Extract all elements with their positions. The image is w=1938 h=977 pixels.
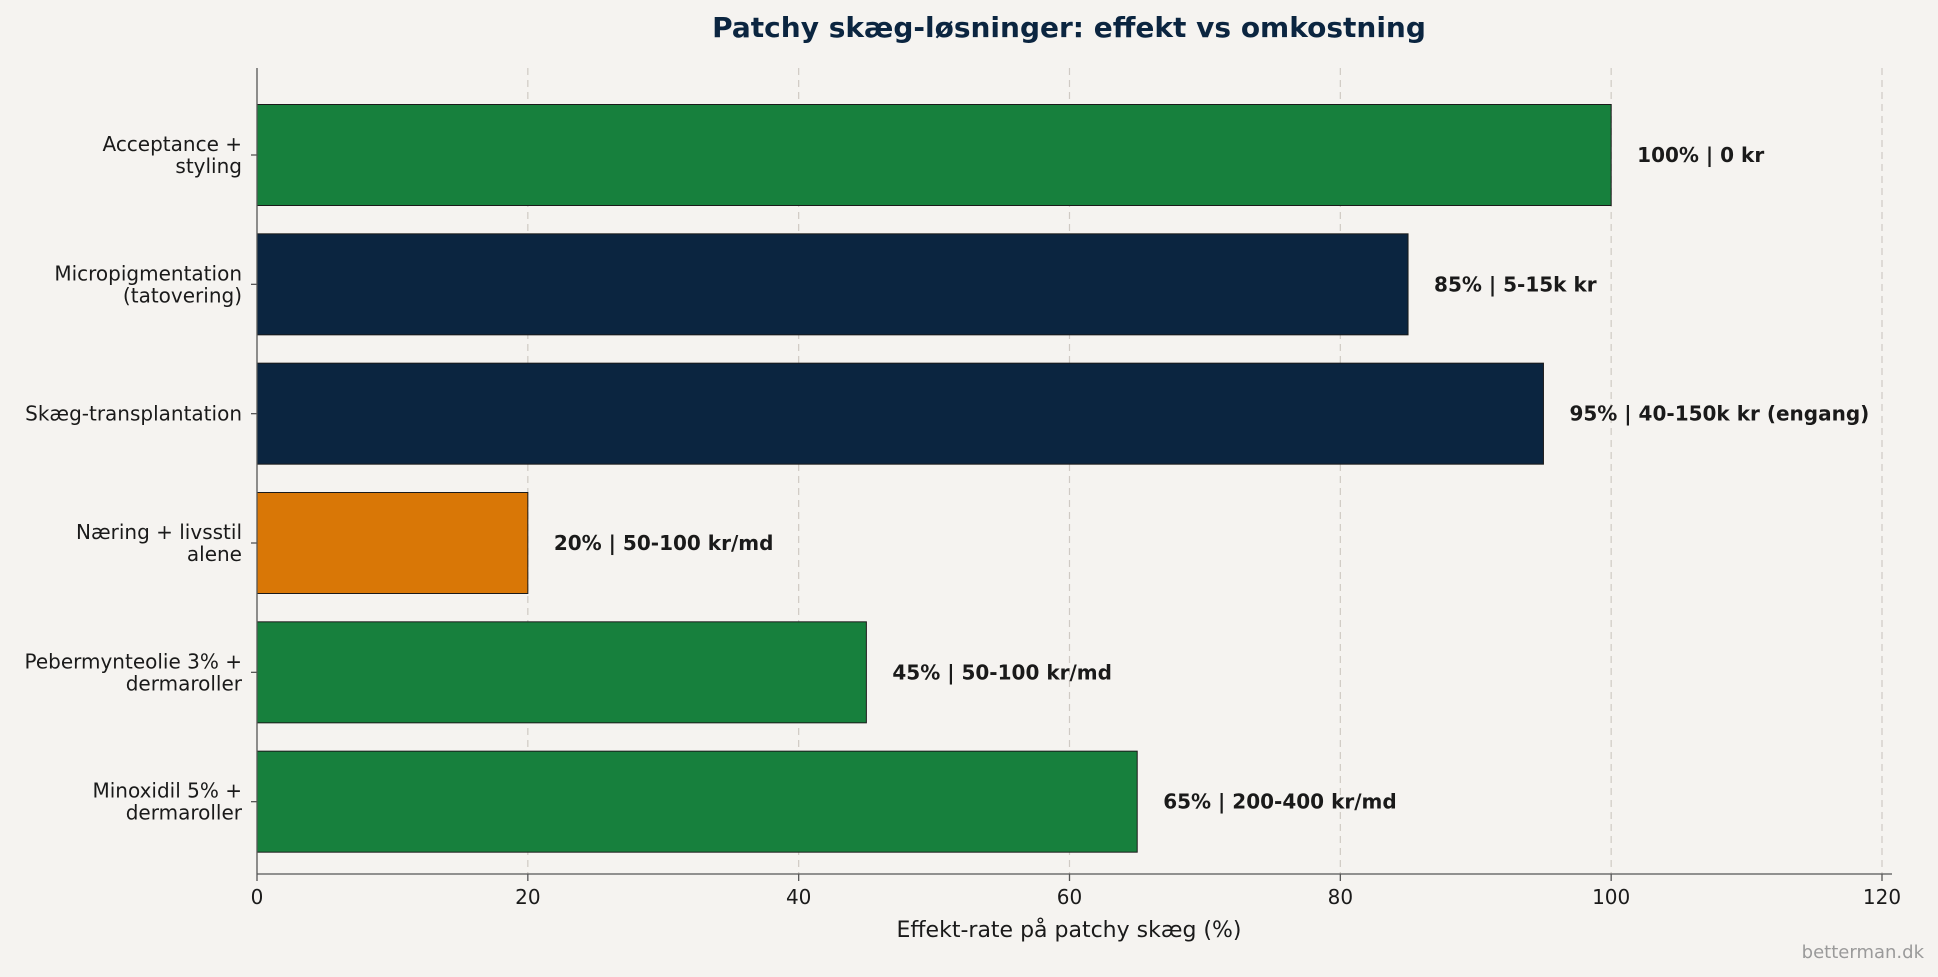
value-label: 20% | 50-100 kr/md <box>554 531 774 555</box>
x-tick-label: 120 <box>1863 885 1901 909</box>
x-tick-label: 40 <box>786 885 811 909</box>
watermark: betterman.dk <box>1802 942 1925 963</box>
bar <box>256 362 1544 465</box>
category-label: Næring + livsstil alene <box>76 520 242 566</box>
x-tick-labels: 0 20 40 60 80 100 120 <box>251 885 1901 909</box>
value-label: 85% | 5-15k kr <box>1434 272 1597 296</box>
value-label: 100% | 0 kr <box>1637 143 1764 167</box>
category-label: Acceptance + styling <box>102 132 242 178</box>
x-axis-title: Effekt-rate på patchy skæg (%) <box>897 917 1242 943</box>
bar <box>256 104 1612 206</box>
category-label: Pebermynteolie 3% + dermaroller <box>24 649 242 695</box>
axes <box>251 68 1892 881</box>
bar <box>256 492 529 594</box>
chart-title: Patchy skæg-løsninger: effekt vs omkostn… <box>712 11 1426 44</box>
x-tick-label: 100 <box>1592 885 1630 909</box>
value-labels: 100% | 0 kr 85% | 5-15k kr 95% | 40-150k k… <box>554 143 1869 814</box>
value-label: 95% | 40-150k kr (engang) <box>1569 402 1869 426</box>
value-label: 65% | 200-400 kr/md <box>1163 790 1397 814</box>
x-tick-label: 0 <box>251 885 264 909</box>
bar <box>256 233 1409 336</box>
x-tick-label: 80 <box>1328 885 1353 909</box>
category-label: Minoxidil 5% + dermaroller <box>92 779 242 825</box>
category-label: Micropigmentation (tatovering) <box>54 261 242 307</box>
bars <box>256 104 1612 853</box>
category-labels: Acceptance + styling Micropigmentation (tat… <box>24 132 242 825</box>
bar <box>256 621 867 724</box>
x-tick-label: 20 <box>515 885 540 909</box>
bar <box>256 750 1138 853</box>
x-tick-label: 60 <box>1057 885 1082 909</box>
value-label: 45% | 50-100 kr/md <box>892 660 1112 684</box>
category-label: Skæg-transplantation <box>25 402 242 426</box>
